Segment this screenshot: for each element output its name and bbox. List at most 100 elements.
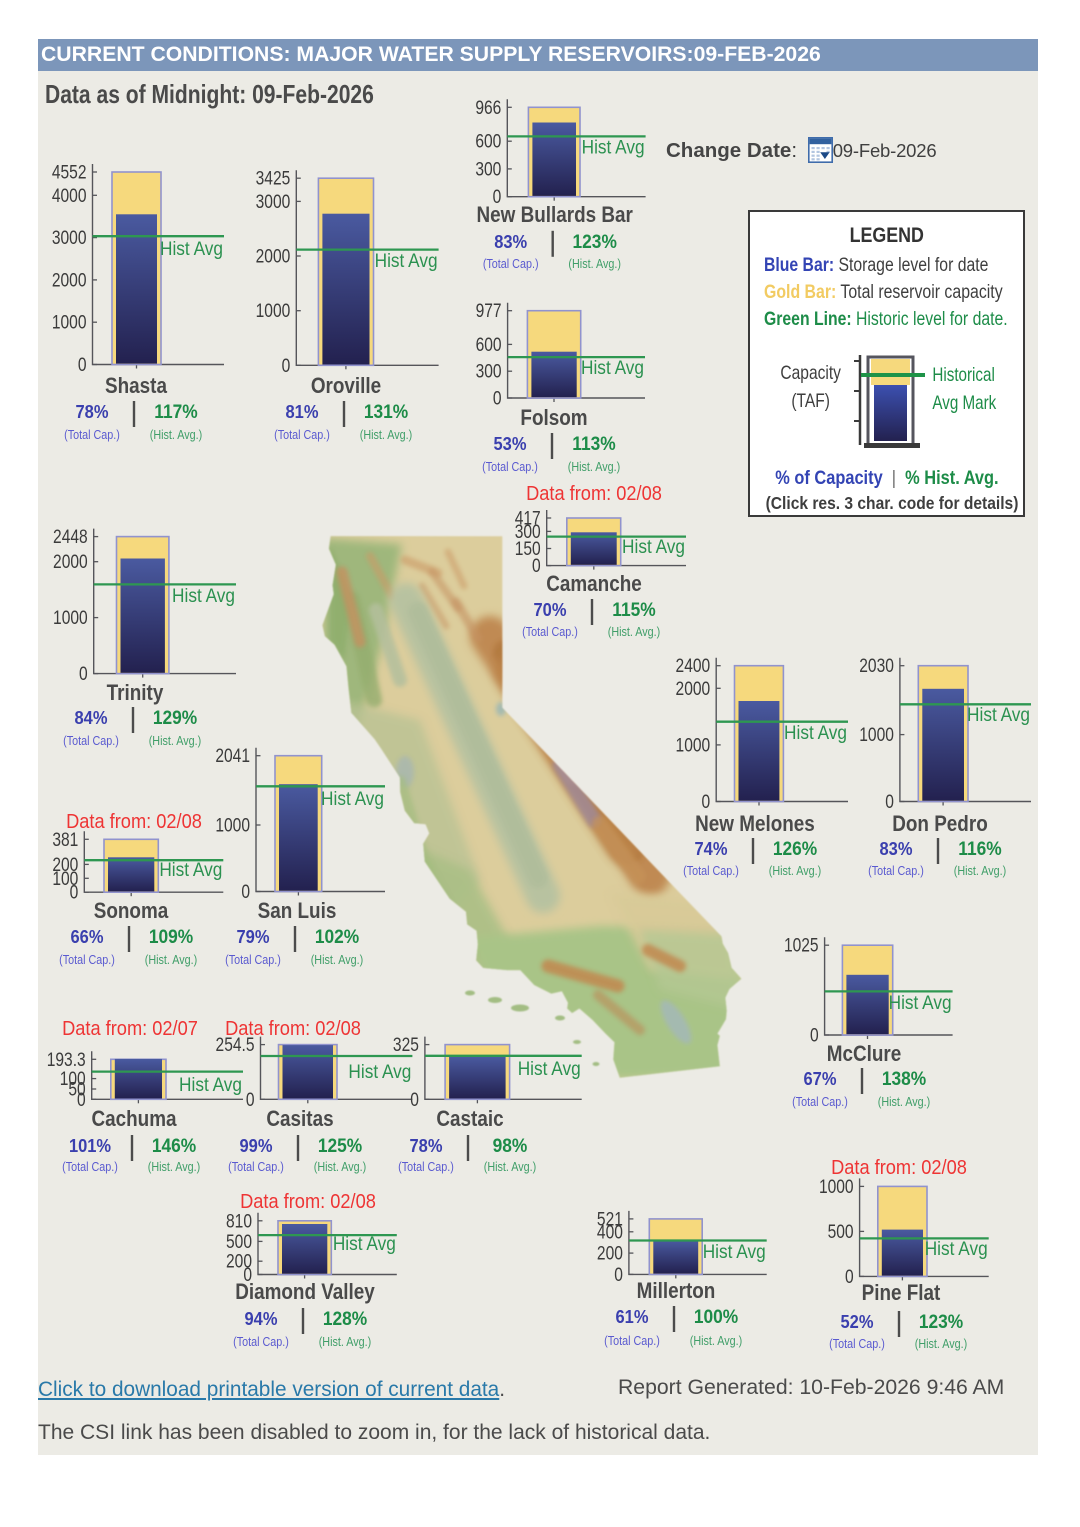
- svg-text:(Hist. Avg.): (Hist. Avg.): [954, 863, 1007, 878]
- svg-text:Diamond Valley: Diamond Valley: [235, 1280, 375, 1305]
- svg-text:(Total Cap.): (Total Cap.): [59, 952, 115, 967]
- svg-text:200: 200: [226, 1250, 252, 1272]
- svg-text:(Total Cap.): (Total Cap.): [274, 427, 330, 442]
- svg-text:138%: 138%: [882, 1067, 926, 1089]
- svg-text:300: 300: [476, 360, 502, 382]
- svg-text:3000: 3000: [52, 227, 87, 249]
- svg-text:1000: 1000: [215, 814, 250, 836]
- svg-text:131%: 131%: [364, 400, 408, 422]
- svg-text:Data from: 02/08: Data from: 02/08: [831, 1156, 967, 1179]
- svg-text:Hist Avg: Hist Avg: [784, 721, 847, 743]
- svg-text:(Hist. Avg.): (Hist. Avg.): [568, 459, 621, 474]
- svg-text:Sonoma: Sonoma: [94, 899, 169, 924]
- svg-text:0: 0: [246, 1088, 255, 1110]
- svg-text:113%: 113%: [572, 432, 615, 454]
- svg-text:Data from: 02/07: Data from: 02/07: [62, 1017, 198, 1040]
- svg-text:53%: 53%: [494, 433, 527, 454]
- svg-text:Hist Avg: Hist Avg: [581, 356, 644, 378]
- svg-text:Hist Avg: Hist Avg: [582, 135, 645, 157]
- svg-text:(Total Cap.): (Total Cap.): [228, 1159, 284, 1174]
- svg-text:3425: 3425: [256, 167, 291, 189]
- svg-text:810: 810: [226, 1210, 252, 1232]
- svg-text:115%: 115%: [612, 598, 655, 620]
- svg-text:1000: 1000: [676, 734, 711, 756]
- svg-text:(Total Cap.): (Total Cap.): [483, 256, 539, 271]
- svg-text:(Hist. Avg.): (Hist. Avg.): [608, 624, 661, 639]
- svg-text:(Total Cap.): (Total Cap.): [604, 1333, 660, 1348]
- svg-text:81%: 81%: [286, 401, 319, 422]
- svg-text:Hist Avg: Hist Avg: [925, 1237, 988, 1259]
- svg-text:74%: 74%: [695, 838, 728, 859]
- svg-text:Cachuma: Cachuma: [91, 1107, 176, 1132]
- svg-text:0: 0: [532, 555, 541, 577]
- svg-text:50: 50: [68, 1078, 85, 1100]
- svg-text:(Hist. Avg.): (Hist. Avg.): [150, 427, 203, 442]
- svg-text:Hist Avg: Hist Avg: [622, 535, 685, 557]
- svg-text:4000: 4000: [52, 184, 87, 206]
- svg-text:84%: 84%: [75, 707, 108, 728]
- svg-text:(Hist. Avg.): (Hist. Avg.): [690, 1333, 743, 1348]
- svg-text:(Total Cap.): (Total Cap.): [482, 459, 538, 474]
- svg-text:123%: 123%: [919, 1310, 963, 1332]
- svg-text:500: 500: [226, 1230, 252, 1252]
- svg-text:966: 966: [475, 96, 501, 118]
- svg-text:(Hist. Avg.): (Hist. Avg.): [484, 1159, 537, 1174]
- svg-text:Hist Avg: Hist Avg: [172, 584, 235, 606]
- svg-text:521: 521: [597, 1208, 623, 1230]
- svg-text:101%: 101%: [69, 1135, 111, 1156]
- svg-text:0: 0: [77, 1088, 86, 1110]
- svg-text:100%: 100%: [694, 1305, 738, 1327]
- svg-text:(TAF): (TAF): [791, 390, 830, 412]
- svg-text:2000: 2000: [256, 245, 291, 267]
- svg-text:129%: 129%: [153, 706, 197, 728]
- svg-text:Shasta: Shasta: [105, 374, 167, 399]
- svg-text:Camanche: Camanche: [546, 572, 642, 597]
- svg-text:2000: 2000: [676, 677, 711, 699]
- svg-text:Hist Avg: Hist Avg: [159, 858, 222, 880]
- svg-text:0: 0: [70, 881, 79, 903]
- svg-text:(Total Cap.): (Total Cap.): [868, 863, 924, 878]
- svg-text:(Total Cap.): (Total Cap.): [792, 1094, 848, 1109]
- svg-text:83%: 83%: [880, 838, 913, 859]
- svg-text:0: 0: [845, 1265, 854, 1287]
- svg-text:300: 300: [515, 520, 541, 542]
- svg-text:52%: 52%: [841, 1311, 874, 1332]
- svg-text:New Melones: New Melones: [695, 812, 815, 837]
- svg-text:0: 0: [243, 1264, 252, 1286]
- svg-text:128%: 128%: [323, 1307, 367, 1329]
- svg-text:150: 150: [515, 537, 541, 559]
- svg-text:109%: 109%: [149, 925, 193, 947]
- svg-text:2041: 2041: [215, 745, 250, 767]
- svg-text:(Hist. Avg.): (Hist. Avg.): [319, 1334, 372, 1349]
- svg-text:0: 0: [885, 791, 894, 813]
- svg-text:San Luis: San Luis: [258, 899, 337, 924]
- svg-text:Hist Avg: Hist Avg: [348, 1060, 411, 1082]
- svg-text:Data from: 02/08: Data from: 02/08: [526, 482, 662, 505]
- svg-text:(Total Cap.): (Total Cap.): [398, 1159, 454, 1174]
- svg-text:61%: 61%: [616, 1306, 649, 1327]
- svg-text:200: 200: [52, 853, 78, 875]
- svg-text:Casitas: Casitas: [266, 1107, 333, 1132]
- svg-text:2448: 2448: [53, 526, 88, 548]
- svg-text:66%: 66%: [71, 926, 104, 947]
- svg-text:0: 0: [810, 1024, 819, 1046]
- svg-text:500: 500: [828, 1220, 854, 1242]
- svg-text:126%: 126%: [773, 837, 817, 859]
- svg-text:117%: 117%: [154, 400, 197, 422]
- svg-text:Hist Avg: Hist Avg: [375, 249, 438, 271]
- svg-text:0: 0: [282, 354, 291, 376]
- svg-text:2000: 2000: [53, 551, 88, 573]
- svg-text:Hist Avg: Hist Avg: [179, 1073, 242, 1095]
- svg-text:(Total Cap.): (Total Cap.): [62, 1159, 118, 1174]
- svg-text:70%: 70%: [534, 599, 567, 620]
- svg-text:98%: 98%: [493, 1134, 528, 1156]
- svg-text:McClure: McClure: [827, 1042, 902, 1067]
- svg-text:Hist Avg: Hist Avg: [967, 703, 1030, 725]
- svg-text:2030: 2030: [859, 655, 894, 677]
- svg-text:2400: 2400: [676, 655, 711, 677]
- svg-text:Pine Flat: Pine Flat: [862, 1281, 941, 1306]
- svg-text:Trinity: Trinity: [107, 681, 164, 706]
- svg-text:(Total Cap.): (Total Cap.): [64, 427, 120, 442]
- svg-text:Don Pedro: Don Pedro: [892, 812, 987, 837]
- svg-text:78%: 78%: [410, 1135, 443, 1156]
